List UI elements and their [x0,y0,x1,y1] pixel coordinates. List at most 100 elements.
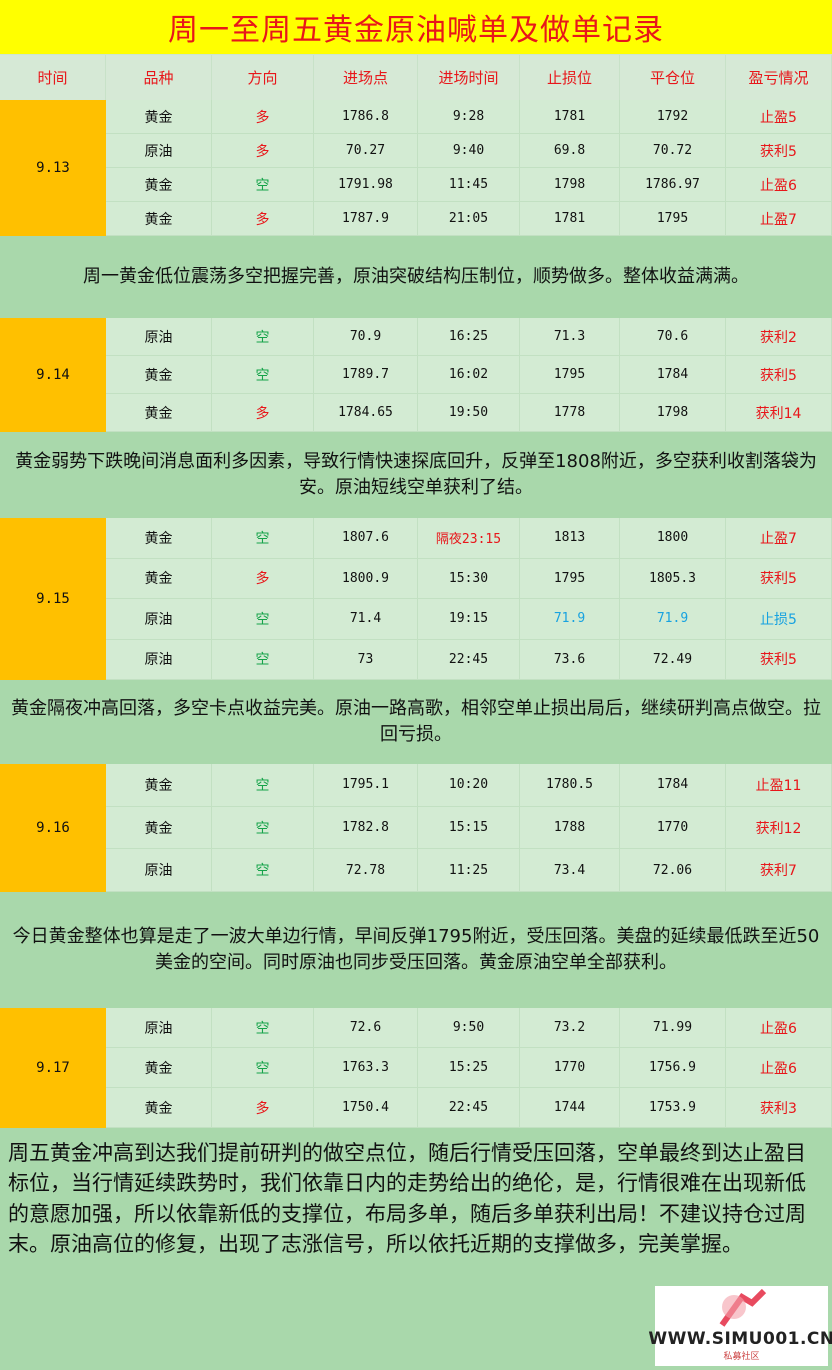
direction-cell: 多 [212,1088,314,1127]
direction-cell: 空 [212,599,314,639]
entry-time-cell: 22:45 [418,1088,520,1127]
section-9.13: 9.13 黄金多 1786.8 9:28 1781 1792 止盈5 原油多 70.27 9:40… [0,100,832,236]
table-row: 黄金空 1807.6 隔夜23:15 1813 1800 止盈7 [106,518,832,559]
entry-time-cell: 隔夜23:15 [418,518,520,558]
section-9.16: 9.16 黄金空 1795.1 10:20 1780.5 1784 止盈11 黄金空 1782.… [0,764,832,893]
direction-cell: 多 [212,100,314,133]
table-row: 黄金多 1787.9 21:05 1781 1795 止盈7 [106,202,832,236]
stop-cell: 1788 [520,806,620,849]
header-close: 平仓位 [620,55,726,100]
entry-cell: 1789.7 [314,356,418,393]
product-cell: 黄金 [106,806,212,849]
entry-cell: 73 [314,639,418,679]
watermark-sub: 私募社区 [723,1352,760,1362]
close-cell: 70.72 [620,134,726,167]
entry-cell: 72.78 [314,849,418,892]
close-cell: 1792 [620,100,726,133]
product-cell: 黄金 [106,356,212,393]
close-cell: 1770 [620,806,726,849]
entry-cell: 70.9 [314,318,418,355]
summary-note: 黄金弱势下跌晚间消息面利多因素，导致行情快速探底回升，反弹至1808附近，多空获… [0,432,832,518]
direction-cell: 空 [212,806,314,849]
product-cell: 黄金 [106,518,212,558]
table-row: 黄金空 1782.8 15:15 1788 1770 获利12 [106,806,832,850]
pnl-cell: 止盈7 [726,202,832,235]
product-cell: 黄金 [106,764,212,806]
table-row: 原油空 70.9 16:25 71.3 70.6 获利2 [106,318,832,356]
page-title: 周一至周五黄金原油喊单及做单记录 [0,0,832,55]
direction-cell: 空 [212,1048,314,1087]
header-entry-time: 进场时间 [418,55,520,100]
table-header: 时间 品种 方向 进场点 进场时间 止损位 平仓位 盈亏情况 [0,55,832,100]
stop-cell: 69.8 [520,134,620,167]
entry-cell: 1763.3 [314,1048,418,1087]
pnl-cell: 止盈6 [726,1008,832,1047]
pnl-cell: 获利3 [726,1088,832,1127]
date-cell: 9.16 [0,764,106,892]
date-cell: 9.14 [0,318,106,432]
pnl-cell: 获利5 [726,558,832,598]
entry-time-cell: 15:15 [418,806,520,849]
direction-cell: 空 [212,318,314,355]
stop-cell: 71.3 [520,318,620,355]
entry-time-cell: 15:30 [418,558,520,598]
table-row: 原油空 72.78 11:25 73.4 72.06 获利7 [106,849,832,893]
direction-cell: 空 [212,356,314,393]
logo-icon [719,1289,766,1327]
stop-cell: 1781 [520,202,620,235]
direction-cell: 多 [212,394,314,431]
close-cell: 72.06 [620,849,726,892]
stop-cell: 73.4 [520,849,620,892]
close-cell: 1786.97 [620,168,726,201]
header-entry: 进场点 [314,55,418,100]
close-cell: 71.99 [620,1008,726,1047]
entry-time-cell: 11:25 [418,849,520,892]
summary-note: 黄金隔夜冲高回落，多空卡点收益完美。原油一路高歌，相邻空单止损出局后，继续研判高… [0,680,832,764]
product-cell: 原油 [106,849,212,892]
close-cell: 1753.9 [620,1088,726,1127]
entry-cell: 1791.98 [314,168,418,201]
watermark-url: WWW.SIMU001.CN [648,1329,832,1349]
stop-cell: 1813 [520,518,620,558]
product-cell: 黄金 [106,168,212,201]
product-cell: 黄金 [106,202,212,235]
records: 9.13 黄金多 1786.8 9:28 1781 1792 止盈5 原油多 70.27 9:40… [0,100,832,1370]
stop-cell: 73.6 [520,639,620,679]
pnl-cell: 获利5 [726,639,832,679]
pnl-cell: 获利2 [726,318,832,355]
direction-cell: 多 [212,134,314,167]
entry-time-cell: 9:50 [418,1008,520,1047]
product-cell: 原油 [106,1008,212,1047]
stop-cell: 1780.5 [520,764,620,806]
direction-cell: 多 [212,202,314,235]
close-cell: 71.9 [620,599,726,639]
summary-note: 周五黄金冲高到达我们提前研判的做空点位，随后行情受压回落，空单最终到达止盈目标位… [0,1128,832,1370]
stop-cell: 1744 [520,1088,620,1127]
entry-time-cell: 16:02 [418,356,520,393]
summary-note: 周一黄金低位震荡多空把握完善，原油突破结构压制位，顺势做多。整体收益满满。 [0,236,832,318]
entry-cell: 1786.8 [314,100,418,133]
entry-time-cell: 11:45 [418,168,520,201]
table-row: 原油空 73 22:45 73.6 72.49 获利5 [106,639,832,680]
close-cell: 1784 [620,356,726,393]
stop-cell: 1770 [520,1048,620,1087]
stop-cell: 71.9 [520,599,620,639]
pnl-cell: 获利14 [726,394,832,431]
table-row: 黄金空 1789.7 16:02 1795 1784 获利5 [106,356,832,394]
entry-cell: 1784.65 [314,394,418,431]
entry-cell: 1750.4 [314,1088,418,1127]
entry-cell: 1782.8 [314,806,418,849]
header-time: 时间 [0,55,106,100]
header-pnl: 盈亏情况 [726,55,832,100]
watermark-logo: WWW.SIMU001.CN 私募社区 [648,1286,832,1366]
date-cell: 9.17 [0,1008,106,1128]
product-cell: 黄金 [106,558,212,598]
header-stop: 止损位 [520,55,620,100]
entry-cell: 1795.1 [314,764,418,806]
entry-cell: 1787.9 [314,202,418,235]
table-row: 黄金空 1791.98 11:45 1798 1786.97 止盈6 [106,168,832,202]
direction-cell: 多 [212,558,314,598]
table-row: 原油空 72.6 9:50 73.2 71.99 止盈6 [106,1008,832,1048]
entry-time-cell: 10:20 [418,764,520,806]
direction-cell: 空 [212,1008,314,1047]
